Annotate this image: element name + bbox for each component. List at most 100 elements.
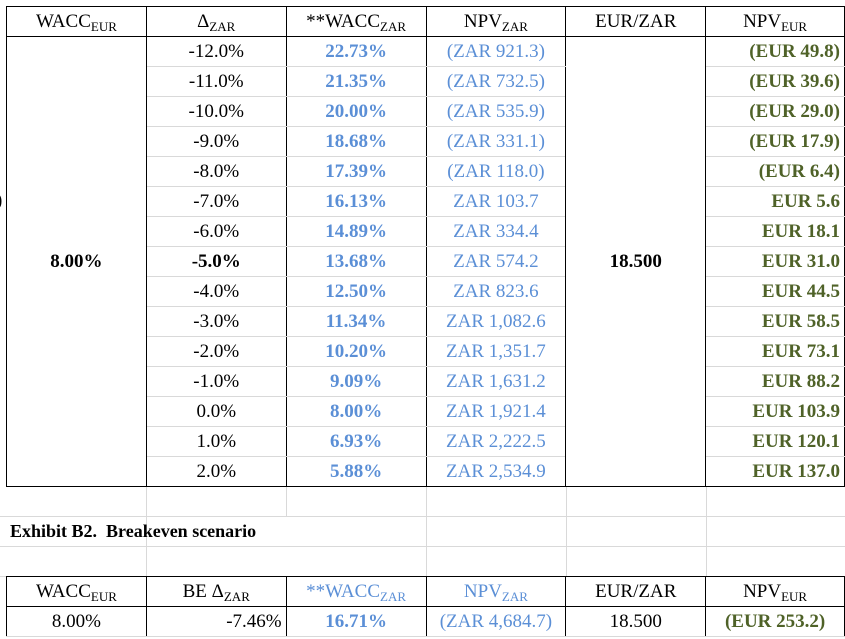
- be-eur-zar: 18.500: [565, 606, 707, 637]
- breakeven-header-row: WACCEUR BE ΔZAR **WACCZAR NPVZAR EUR/ZAR…: [6, 576, 845, 607]
- npv-zar-cell: ZAR 1,631.2: [425, 366, 567, 397]
- table-row: -5.0% 13.68% ZAR 574.2 EUR 31.0: [7, 246, 845, 277]
- table-row: -7.0% 16.13% ZAR 103.7 EUR 5.6: [7, 186, 845, 217]
- npv-eur-cell: EUR 31.0: [705, 246, 845, 277]
- delta-zar-cell: -8.0%: [145, 156, 287, 187]
- wacc-zar-cell: 13.68%: [285, 246, 427, 277]
- gridline: [706, 486, 707, 576]
- npv-zar-cell: (ZAR 732.5): [425, 66, 567, 97]
- npv-zar-cell: ZAR 1,082.6: [425, 306, 567, 337]
- table-row: -6.0% 14.89% ZAR 334.4 EUR 18.1: [7, 216, 845, 247]
- table-row: 8.00% -12.0% 22.73% (ZAR 921.3) 18.500 (EUR 4…: [6, 36, 845, 487]
- npv-zar-cell: (ZAR 118.0): [425, 156, 567, 187]
- eur-zar-value: 18.500: [565, 36, 707, 487]
- npv-eur-cell: EUR 88.2: [705, 366, 845, 397]
- wacc-zar-cell: 12.50%: [285, 276, 427, 307]
- npv-eur-cell: (EUR 49.8): [705, 36, 845, 67]
- delta-zar-cell: -12.0%: [145, 36, 287, 67]
- header-be-delta-zar: BE ΔZAR: [145, 576, 287, 607]
- be-npv-zar: (ZAR 4,684.7): [425, 606, 567, 637]
- delta-zar-cell: -2.0%: [145, 336, 287, 367]
- header-npv-eur: NPVEUR: [705, 6, 845, 37]
- table-row: -8.0% 17.39% (ZAR 118.0) (EUR 6.4): [7, 156, 845, 187]
- npv-eur-cell: (EUR 39.6): [705, 66, 845, 97]
- npv-eur-cell: EUR 103.9: [705, 396, 845, 427]
- header-eur-zar: EUR/ZAR: [565, 576, 707, 607]
- header-delta-zar: ΔZAR: [145, 6, 287, 37]
- delta-zar-cell: -5.0%: [145, 246, 287, 277]
- npv-eur-cell: EUR 120.1: [705, 426, 845, 457]
- delta-zar-cell: 2.0%: [145, 456, 287, 487]
- be-wacc-zar: 16.71%: [285, 606, 427, 637]
- npv-zar-cell: ZAR 574.2: [425, 246, 567, 277]
- wacc-zar-cell: 16.13%: [285, 186, 427, 217]
- delta-zar-cell: -3.0%: [145, 306, 287, 337]
- gridline: [566, 486, 567, 576]
- npv-eur-cell: EUR 5.6: [705, 186, 845, 217]
- wacc-zar-cell: 9.09%: [285, 366, 427, 397]
- table-row: -9.0% 18.68% (ZAR 331.1) (EUR 17.9): [7, 126, 845, 157]
- clipped-paren: ): [0, 190, 2, 212]
- wacc-zar-cell: 11.34%: [285, 306, 427, 337]
- header-npv-zar: NPVZAR: [425, 576, 567, 607]
- npv-zar-cell: ZAR 1,351.7: [425, 336, 567, 367]
- table-row: -10.0% 20.00% (ZAR 535.9) (EUR 29.0): [7, 96, 845, 127]
- npv-zar-cell: ZAR 2,222.5: [425, 426, 567, 457]
- header-row: WACCEUR ΔZAR **WACCZAR NPVZAR EUR/ZAR NP…: [6, 6, 845, 37]
- delta-zar-cell: -7.0%: [145, 186, 287, 217]
- table-row: -1.0% 9.09% ZAR 1,631.2 EUR 88.2: [7, 366, 845, 397]
- header-npv-eur: NPVEUR: [705, 576, 845, 607]
- npv-eur-cell: EUR 18.1: [705, 216, 845, 247]
- wacc-zar-cell: 20.00%: [285, 96, 427, 127]
- sensitivity-table: WACCEUR ΔZAR **WACCZAR NPVZAR EUR/ZAR NP…: [6, 6, 845, 487]
- delta-zar-cell: -6.0%: [145, 216, 287, 247]
- npv-zar-cell: ZAR 2,534.9: [425, 456, 567, 487]
- npv-eur-cell: (EUR 17.9): [705, 126, 845, 157]
- table-row: 0.0% 8.00% ZAR 1,921.4 EUR 103.9: [7, 396, 845, 427]
- wacc-zar-cell: 10.20%: [285, 336, 427, 367]
- wacc-zar-cell: 22.73%: [285, 36, 427, 67]
- delta-zar-cell: -9.0%: [145, 126, 287, 157]
- wacc-zar-cell: 17.39%: [285, 156, 427, 187]
- table-row: -11.0% 21.35% (ZAR 732.5) (EUR 39.6): [7, 66, 845, 97]
- breakeven-table: WACCEUR BE ΔZAR **WACCZAR NPVZAR EUR/ZAR…: [6, 576, 845, 637]
- wacc-zar-cell: 8.00%: [285, 396, 427, 427]
- be-npv-eur: (EUR 253.2): [705, 606, 845, 637]
- npv-zar-cell: ZAR 103.7: [425, 186, 567, 217]
- npv-eur-cell: (EUR 6.4): [705, 156, 845, 187]
- npv-zar-cell: (ZAR 921.3): [425, 36, 567, 67]
- gridline: [146, 486, 147, 576]
- npv-eur-cell: EUR 44.5: [705, 276, 845, 307]
- npv-zar-cell: (ZAR 331.1): [425, 126, 567, 157]
- npv-zar-cell: ZAR 1,921.4: [425, 396, 567, 427]
- wacc-zar-cell: 5.88%: [285, 456, 427, 487]
- wacc-eur-value: 8.00%: [6, 36, 147, 487]
- table-row: 2.0% 5.88% ZAR 2,534.9 EUR 137.0: [7, 456, 845, 487]
- header-wacc-zar: **WACCZAR: [285, 576, 427, 607]
- npv-eur-cell: EUR 137.0: [705, 456, 845, 487]
- npv-eur-cell: (EUR 29.0): [705, 96, 845, 127]
- gridline: [286, 486, 287, 516]
- gridline: [0, 546, 845, 547]
- delta-zar-cell: 0.0%: [145, 396, 287, 427]
- npv-zar-cell: ZAR 823.6: [425, 276, 567, 307]
- header-wacc-zar: **WACCZAR: [285, 6, 427, 37]
- delta-zar-cell: -1.0%: [145, 366, 287, 397]
- wacc-zar-cell: 18.68%: [285, 126, 427, 157]
- wacc-zar-cell: 6.93%: [285, 426, 427, 457]
- wacc-zar-cell: 21.35%: [285, 66, 427, 97]
- table-row: -3.0% 11.34% ZAR 1,082.6 EUR 58.5: [7, 306, 845, 337]
- npv-zar-cell: (ZAR 535.9): [425, 96, 567, 127]
- gridline: [0, 516, 845, 517]
- be-wacc-eur: 8.00%: [6, 606, 147, 637]
- header-eur-zar: EUR/ZAR: [565, 6, 707, 37]
- npv-eur-cell: EUR 73.1: [705, 336, 845, 367]
- delta-zar-cell: -11.0%: [145, 66, 287, 97]
- npv-eur-cell: EUR 58.5: [705, 306, 845, 337]
- header-npv-zar: NPVZAR: [425, 6, 567, 37]
- delta-zar-cell: 1.0%: [145, 426, 287, 457]
- delta-zar-cell: -4.0%: [145, 276, 287, 307]
- breakeven-row: 8.00% -7.46% 16.71% (ZAR 4,684.7) 18.500…: [6, 606, 845, 637]
- table-row: 1.0% 6.93% ZAR 2,222.5 EUR 120.1: [7, 426, 845, 457]
- exhibit-title: Exhibit B2. Breakeven scenario: [10, 521, 257, 541]
